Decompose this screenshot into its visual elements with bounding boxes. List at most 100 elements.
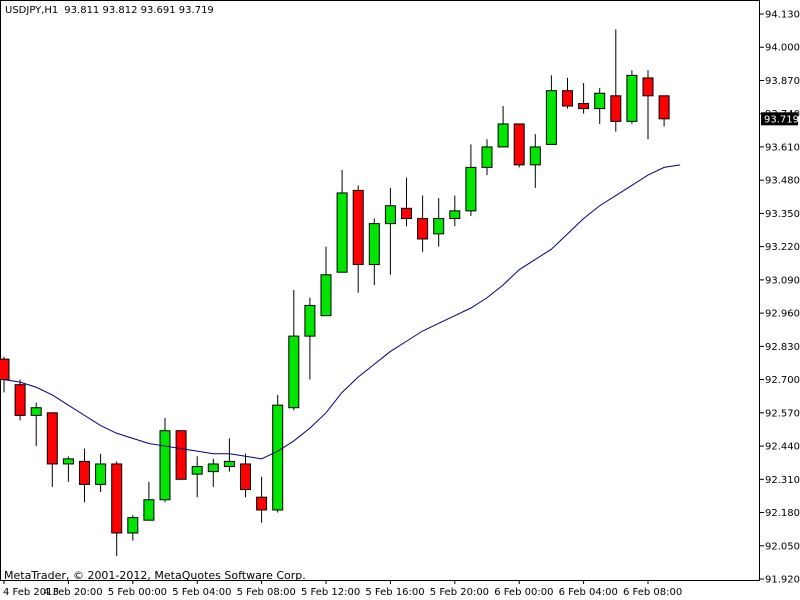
bull-candle-body [304, 304, 316, 337]
candle [578, 83, 590, 114]
candle [465, 144, 477, 216]
candle [562, 77, 573, 109]
price-axis: 94.13094.00093.87093.74093.61093.48093.3… [760, 10, 800, 586]
candle [143, 481, 155, 521]
y-tick-label: 92.440 [765, 442, 800, 453]
candle [610, 29, 622, 132]
bear-candle-body [111, 463, 123, 534]
candle [223, 438, 235, 472]
candle [529, 134, 541, 188]
candle [449, 195, 461, 227]
x-tick-label: 5 Feb 00:00 [108, 587, 167, 598]
candle [433, 198, 445, 247]
y-tick-label: 92.960 [765, 309, 800, 320]
y-tick-label: 92.700 [765, 375, 800, 386]
x-tick-label: 6 Feb 00:00 [494, 587, 553, 598]
bull-candle-body [449, 210, 461, 220]
chart-header: USDJPY,H1 93.811 93.812 93.691 93.719 [5, 5, 214, 16]
bull-candle-body [62, 458, 74, 465]
x-tick-label: 5 Feb 08:00 [237, 587, 296, 598]
bear-candle-body [79, 460, 90, 485]
bull-candle-body [594, 92, 606, 110]
bull-candle-body [626, 74, 638, 122]
bull-candle-body [191, 466, 203, 475]
candle [30, 402, 42, 447]
x-tick-label: 6 Feb 04:00 [559, 587, 618, 598]
candle [481, 139, 493, 176]
candle [272, 394, 284, 513]
bull-candle-body [336, 192, 348, 273]
candle [79, 448, 90, 503]
bull-candle-body [207, 463, 219, 473]
candle [642, 70, 654, 140]
y-tick-label: 93.220 [765, 242, 800, 253]
bear-candle-body [256, 496, 268, 511]
candle [513, 123, 525, 168]
bull-candle-body [368, 223, 380, 266]
candle [111, 461, 123, 556]
bull-candle-body [497, 123, 509, 148]
bear-candle-body [175, 430, 187, 480]
symbol-label: USDJPY,H1 [5, 5, 58, 16]
bull-candle-body [465, 166, 477, 212]
candle [95, 453, 107, 493]
x-tick-label: 5 Feb 20:00 [430, 587, 489, 598]
candle [207, 458, 219, 487]
x-tick-label: 4 Feb 20:00 [43, 587, 102, 598]
ohlc-values: 93.811 93.812 93.691 93.719 [64, 5, 214, 16]
bull-candle-body [529, 146, 541, 166]
bull-candle-body [159, 430, 171, 501]
bear-candle-body [0, 358, 10, 381]
candle [658, 95, 670, 127]
bear-candle-body [352, 189, 364, 266]
y-tick-label: 93.090 [765, 275, 800, 286]
candle [46, 412, 58, 487]
y-tick-label: 93.870 [765, 76, 800, 87]
bear-candle-body [642, 77, 654, 97]
candle [336, 169, 348, 273]
candle [384, 187, 396, 275]
bear-candle-body [658, 95, 670, 120]
candle [14, 379, 26, 421]
y-tick-label: 92.050 [765, 541, 800, 552]
x-tick-label: 5 Feb 16:00 [365, 587, 424, 598]
candle [127, 515, 139, 541]
x-tick-label: 4 Feb 2013 [3, 587, 59, 598]
candle [175, 430, 187, 480]
candle [62, 456, 74, 482]
y-tick-label: 93.610 [765, 142, 800, 153]
bear-candle-body [46, 412, 58, 465]
candle [497, 106, 509, 148]
bull-candle-body [545, 90, 557, 145]
y-tick-label: 93.480 [765, 176, 800, 187]
candle [159, 417, 171, 503]
candle [288, 290, 300, 411]
candle [417, 195, 429, 252]
x-tick-label: 5 Feb 04:00 [172, 587, 231, 598]
bull-candle-body [384, 205, 396, 225]
bear-candle-body [417, 218, 429, 240]
candle [626, 70, 638, 124]
candle [368, 218, 380, 285]
moving-average-line [3, 164, 681, 460]
current-price-label: 93.719 [764, 114, 799, 125]
candle [304, 297, 316, 380]
candle [401, 177, 412, 227]
bull-candle-body [30, 407, 42, 416]
y-tick-label: 94.130 [765, 10, 800, 21]
bull-candle-body [433, 218, 445, 235]
y-tick-label: 93.350 [765, 209, 800, 220]
y-tick-label: 91.920 [765, 575, 800, 586]
bear-candle-body [401, 207, 412, 220]
bull-candle-body [481, 146, 493, 168]
bull-candle-body [95, 463, 107, 485]
bear-candle-body [240, 463, 251, 491]
y-tick-label: 92.310 [765, 475, 800, 486]
y-tick-label: 92.830 [765, 342, 800, 353]
bull-candle-body [272, 404, 284, 511]
bull-candle-body [223, 460, 235, 468]
candle [240, 453, 251, 498]
bull-candle-body [127, 517, 139, 534]
x-tick-label: 6 Feb 08:00 [623, 587, 682, 598]
